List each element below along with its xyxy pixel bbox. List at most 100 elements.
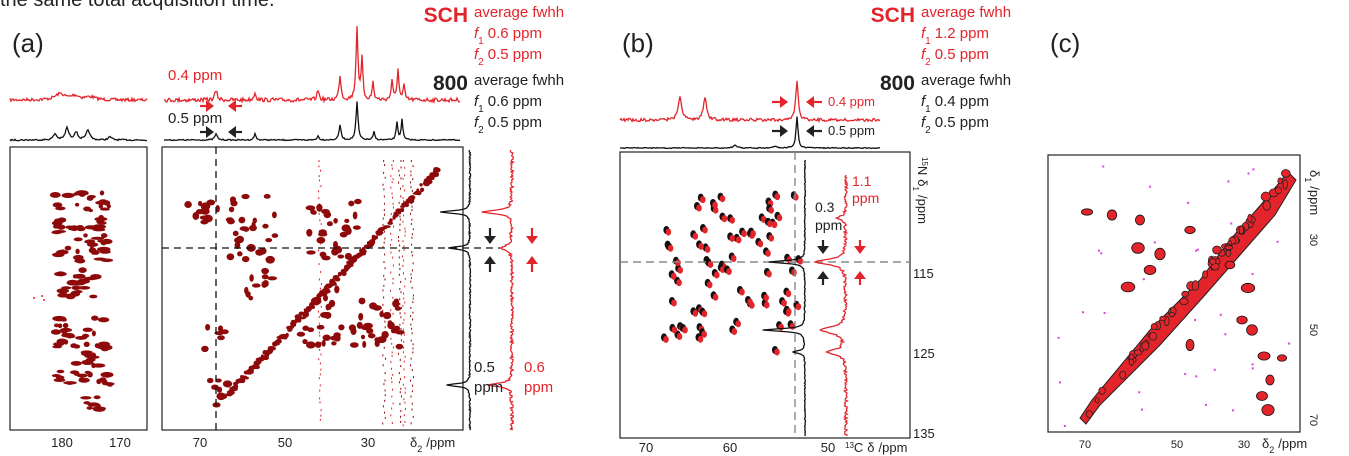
peak xyxy=(1212,245,1222,255)
peak xyxy=(184,200,192,209)
axis-label: δ1/ppm xyxy=(1303,170,1322,215)
y-tick-label: 70 xyxy=(1307,414,1319,426)
x-tick-label: 50 xyxy=(278,435,292,450)
x-tick-label-part: 170 xyxy=(109,435,131,450)
peak xyxy=(774,348,780,356)
peak xyxy=(333,334,341,342)
noise-streak xyxy=(404,312,406,315)
noise-streak xyxy=(398,169,400,172)
peak xyxy=(80,396,92,400)
peak xyxy=(371,237,377,241)
noise-streak xyxy=(383,202,385,205)
noise-streak xyxy=(412,415,414,418)
axis-label-part: δ xyxy=(410,435,417,450)
legend-line-part: 1 xyxy=(478,104,484,115)
legend-title-part: average fwhh xyxy=(921,72,1011,89)
noise-streak xyxy=(319,179,321,182)
noise-streak xyxy=(383,261,385,264)
noise-streak xyxy=(319,418,321,421)
peak xyxy=(100,258,114,263)
arrow-head xyxy=(228,126,236,138)
peak xyxy=(93,395,101,400)
peak xyxy=(712,293,719,301)
noise-streak xyxy=(402,196,404,199)
noise-streak xyxy=(402,304,404,307)
noise-streak xyxy=(403,259,405,262)
axis-label-part: /ppm xyxy=(1278,436,1307,451)
peak xyxy=(1276,354,1288,362)
peak xyxy=(306,228,313,237)
noise-streak xyxy=(392,160,394,162)
peak xyxy=(79,192,86,197)
arrow-head xyxy=(806,96,814,108)
axis-label: 15Nδ1/ppm xyxy=(912,157,931,224)
peak xyxy=(311,297,319,303)
peak xyxy=(321,339,326,347)
noise-streak xyxy=(398,256,400,259)
noise-streak xyxy=(411,233,413,236)
peak xyxy=(393,298,400,304)
peak xyxy=(726,268,732,275)
legend-line-part: f xyxy=(921,25,927,42)
peak xyxy=(73,371,80,376)
peak xyxy=(321,209,330,214)
noise-streak xyxy=(400,415,402,418)
panel-label-part: (a) xyxy=(12,28,44,58)
peak xyxy=(1240,282,1256,294)
peak xyxy=(321,255,331,261)
peak xyxy=(377,231,382,236)
noise-streak xyxy=(402,383,404,386)
peak xyxy=(220,329,229,335)
noise-streak xyxy=(392,218,394,221)
legend-title: average fwhh xyxy=(921,72,1011,89)
peak xyxy=(64,245,72,251)
noise-streak xyxy=(320,414,322,417)
noise-streak xyxy=(384,267,386,270)
noise-streak xyxy=(318,278,320,281)
legend-name-part: 800 xyxy=(880,72,915,95)
noise-streak xyxy=(398,372,400,375)
peak xyxy=(200,207,210,215)
peak xyxy=(419,183,423,187)
arrow-head xyxy=(817,271,829,279)
peak xyxy=(267,276,278,281)
peak xyxy=(290,321,296,325)
noise-speck xyxy=(1057,336,1060,339)
noise-streak xyxy=(391,342,393,345)
peak xyxy=(99,207,111,211)
peak xyxy=(52,229,67,234)
noise-streak xyxy=(384,411,386,414)
peak xyxy=(102,382,115,386)
noise-streak xyxy=(404,277,406,280)
peak xyxy=(82,327,93,332)
noise-streak xyxy=(319,348,321,351)
noise-streak xyxy=(318,197,320,200)
panel-label-part: (c) xyxy=(1050,28,1080,58)
peak xyxy=(90,273,102,280)
peak xyxy=(226,218,235,225)
legend-line-part: 0.5 ppm xyxy=(488,46,542,63)
peak xyxy=(98,204,104,209)
peak xyxy=(75,248,80,255)
noise-streak xyxy=(384,326,386,329)
peak xyxy=(53,378,66,383)
arrow-head xyxy=(526,236,538,244)
noise-streak xyxy=(383,188,385,191)
noise-streak xyxy=(399,391,401,394)
peak xyxy=(701,310,708,318)
noise-streak xyxy=(391,192,393,195)
peak xyxy=(702,226,708,234)
legend-line-part: 0.4 ppm xyxy=(935,93,989,110)
legend-line-part: f xyxy=(921,114,927,131)
peak xyxy=(241,256,250,263)
peak xyxy=(309,302,315,308)
peak xyxy=(729,216,735,224)
peak xyxy=(776,214,783,222)
plot-frame xyxy=(1047,154,1301,433)
peak xyxy=(352,255,357,263)
peak xyxy=(238,216,246,224)
noise-streak xyxy=(400,410,402,413)
noise-streak xyxy=(411,189,413,192)
noise-streak xyxy=(391,167,393,170)
noise-streak xyxy=(404,230,406,233)
